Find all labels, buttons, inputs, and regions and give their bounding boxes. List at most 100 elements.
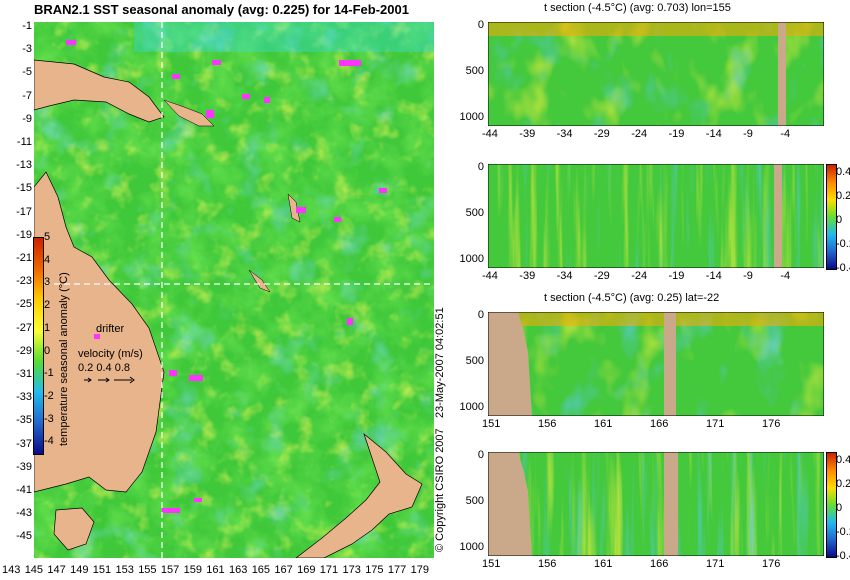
map-lat-axis: -1 -3 -5 -7 -9 -11 -13 -15 -17 -19 -21 -23 -25 -27 -29…: [2, 20, 32, 558]
section-depth-label: 1000: [459, 541, 484, 553]
section-x-label: 151: [482, 418, 501, 430]
section-x-label: -14: [705, 270, 722, 282]
map-lat-label: -5: [22, 66, 32, 79]
new-caledonia: [248, 269, 271, 293]
velocity-arrows: [84, 376, 135, 384]
section-x-label: 176: [762, 418, 781, 430]
section-x-label: 161: [594, 558, 613, 570]
map-lon-axis: 143 145 147 149 151 153 155 157 159 161 163 165 167 1…: [0, 564, 440, 578]
temperature-section-plot: [488, 312, 824, 416]
velocity-colorbar-tick: 0.2: [836, 478, 850, 490]
map-lon-label: 175: [365, 564, 384, 576]
map-lon-label: 169: [297, 564, 316, 576]
section-x-label: 151: [482, 558, 501, 570]
map-lat-label: -33: [16, 391, 32, 404]
section-x-label: -34: [556, 128, 573, 140]
colorbar-tick: 0: [44, 344, 51, 357]
colorbar-tick: 4: [44, 253, 51, 266]
main-title: BRAN2.1 SST seasonal anomaly (avg: 0.225…: [34, 2, 409, 17]
map-lat-label: -25: [16, 298, 32, 311]
section-depth-label: 0: [477, 19, 484, 31]
seafloor-land: [664, 452, 678, 556]
velocity-section-plot: [488, 164, 824, 268]
seafloor-land: [664, 312, 676, 416]
map-lat-label: -7: [22, 89, 32, 102]
colorbar-tick: -4: [44, 435, 54, 448]
map-lon-label: 173: [342, 564, 361, 576]
colorbar-tick: 1: [44, 321, 51, 334]
section-x-label: 171: [706, 418, 725, 430]
sst-anomaly-map: [34, 22, 434, 558]
section-title: t section (-4.5°C) (avg: 0.25) lat=-22: [544, 292, 720, 304]
section-x-label: -19: [668, 270, 685, 282]
map-lat-label: -23: [16, 275, 32, 288]
section-x-label: -4: [780, 128, 791, 140]
colorbar-tick: -3: [44, 412, 54, 425]
section-depth-label: 0: [477, 309, 484, 321]
section-x-label: -39: [519, 128, 536, 140]
map-lon-label: 153: [115, 564, 134, 576]
section-depth-label: 1000: [459, 111, 484, 123]
colorbar-ticks: 5 4 3 2 1 0 -1 -2 -3 -4: [44, 231, 58, 459]
map-lat-label: -11: [16, 136, 32, 148]
map-lon-label: 165: [251, 564, 271, 576]
velocity-colorbar-tick: 0.4: [836, 454, 850, 466]
section-x-label: -9: [743, 128, 753, 140]
map-lat-label: -41: [16, 484, 32, 496]
seafloor-land: [488, 312, 532, 416]
map-lat-label: -21: [16, 252, 32, 264]
copyright: © Copyright CSIRO 2007: [434, 428, 446, 552]
section-x-label: -9: [743, 270, 753, 282]
map-lon-label: 149: [70, 564, 89, 576]
map-lat-label: -19: [16, 228, 32, 241]
map-lon-label: 147: [47, 564, 66, 576]
velocity-colorbar: [826, 452, 837, 558]
section-x-label: -34: [556, 270, 573, 282]
map-lon-label: 177: [387, 564, 407, 576]
map-lon-label: 171: [319, 564, 339, 576]
drifter-label: drifter: [96, 323, 125, 335]
map-lon-label: 157: [160, 564, 180, 576]
section-x-label: -39: [519, 270, 536, 282]
velocity-colorbar-tick: -0.4: [836, 550, 850, 562]
section-x-label: -14: [705, 128, 722, 140]
drifter-markers: [66, 40, 387, 513]
velocity-colorbar-tick: -0.2: [836, 238, 850, 250]
map-lon-label: 159: [183, 564, 202, 576]
colorbar-tick: 3: [44, 276, 51, 289]
section-depth-label: 1000: [459, 253, 484, 265]
section-depth-label: 0: [477, 161, 484, 173]
section-depth-label: 500: [465, 355, 484, 367]
section-depth-label: 0: [477, 449, 484, 461]
map-lat-label: -17: [16, 205, 32, 218]
map-lat-label: -43: [16, 507, 32, 520]
vanuatu: [287, 193, 301, 223]
section-x-label: 166: [650, 418, 669, 430]
velocity-colorbar-tick: 0: [836, 502, 843, 514]
map-lat-label: -3: [22, 43, 32, 56]
colorbar-tick: -2: [44, 389, 54, 402]
map-lat-label: -15: [16, 182, 32, 195]
velocity-label: velocity (m/s): [78, 348, 143, 360]
velocity-colorbar-tick: -0.4: [836, 262, 850, 274]
section-depth-label: 500: [465, 207, 484, 219]
seafloor-land: [488, 452, 532, 556]
section-x-label: -24: [631, 270, 648, 282]
map-lat-label: -29: [16, 344, 32, 357]
section-x-label: -29: [593, 270, 610, 282]
sst-colorbar: [33, 237, 44, 455]
colorbar-tick: 2: [44, 299, 51, 312]
map-lat-label: -37: [16, 437, 32, 450]
map-lat-label: -27: [16, 321, 32, 334]
colorbar-tick: -1: [44, 367, 54, 380]
temperature-section-plot: [488, 22, 824, 126]
map-lon-label: 151: [92, 564, 112, 576]
section-x-label: 166: [650, 558, 669, 570]
section-x-label: 156: [538, 418, 557, 430]
map-lat-label: -39: [16, 460, 32, 473]
section-x-label: -24: [631, 128, 648, 140]
map-lon-label: 161: [206, 564, 225, 576]
solomon-islands: [163, 99, 215, 127]
map-lat-label: -45: [16, 530, 32, 543]
map-lat-label: -35: [16, 414, 32, 427]
